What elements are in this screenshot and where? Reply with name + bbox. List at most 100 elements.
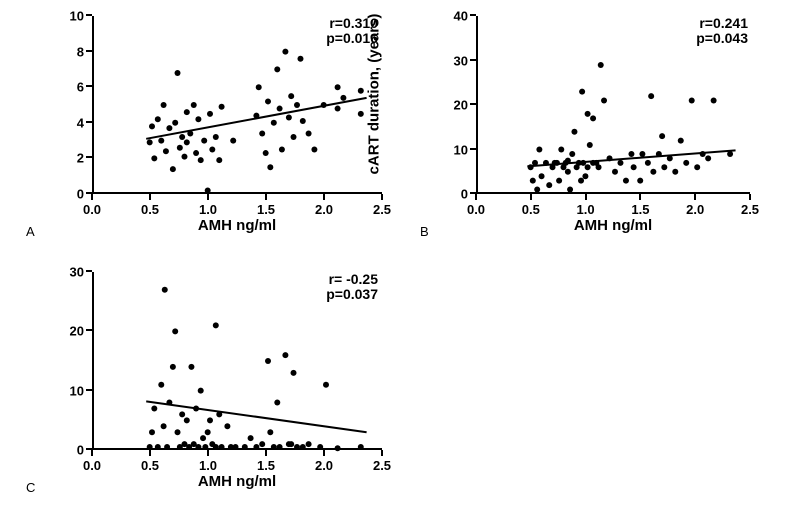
panel-b-p: p=0.043 [696, 31, 748, 46]
data-point [587, 142, 593, 148]
data-point [578, 178, 584, 184]
ytick [470, 59, 476, 61]
xtick [694, 194, 696, 200]
data-point [639, 151, 645, 157]
data-point [267, 164, 273, 170]
xtick-label: 0.0 [467, 202, 485, 217]
data-point [678, 138, 684, 144]
data-point [579, 89, 585, 95]
xtick-label: 2.0 [315, 202, 333, 217]
data-point [288, 93, 294, 99]
data-point [184, 417, 190, 423]
data-point [191, 102, 197, 108]
ytick [470, 103, 476, 105]
data-point [193, 150, 199, 156]
panel-a: A AMH ng/ml TNF-α, pg/mL r=0.310 p=0.016… [26, 6, 406, 256]
data-point [558, 147, 564, 153]
data-point [565, 158, 571, 164]
data-point [358, 444, 364, 450]
ytick-label: 30 [62, 265, 84, 280]
xtick [585, 194, 587, 200]
data-point [181, 154, 187, 160]
data-point [323, 382, 329, 388]
xtick [323, 194, 325, 200]
data-point [230, 138, 236, 144]
data-point [297, 56, 303, 62]
data-point [201, 138, 207, 144]
data-point [188, 364, 194, 370]
data-point [672, 169, 678, 175]
data-point [571, 129, 577, 135]
data-point [195, 116, 201, 122]
data-point [683, 160, 689, 166]
data-point [580, 160, 586, 166]
ytick [86, 14, 92, 16]
data-point [256, 84, 262, 90]
data-point [612, 169, 618, 175]
data-point [645, 160, 651, 166]
data-point [291, 134, 297, 140]
data-point [263, 150, 269, 156]
data-point [164, 444, 170, 450]
data-point [700, 151, 706, 157]
data-point [311, 147, 317, 153]
xtick-label: 0.5 [141, 202, 159, 217]
data-point [175, 429, 181, 435]
panel-c-label: C [26, 480, 35, 495]
xtick [530, 194, 532, 200]
ytick-label: 0 [454, 187, 468, 202]
xtick-label: 2.0 [686, 202, 704, 217]
data-point [216, 411, 222, 417]
data-point [175, 70, 181, 76]
ytick-label: 8 [68, 44, 84, 59]
data-point [617, 160, 623, 166]
data-point [554, 160, 560, 166]
panel-a-xlabel: AMH ng/ml [198, 217, 276, 234]
data-point [532, 160, 538, 166]
panel-b-label: B [420, 224, 429, 239]
data-point [242, 444, 248, 450]
ytick [470, 14, 476, 16]
xtick-label: 1.0 [199, 202, 217, 217]
data-point [590, 115, 596, 121]
xtick [207, 194, 209, 200]
data-point [601, 98, 607, 104]
data-point [556, 178, 562, 184]
xtick [91, 450, 93, 456]
xtick [749, 194, 751, 200]
data-point [274, 66, 280, 72]
data-point [259, 441, 265, 447]
data-point [282, 49, 288, 55]
ytick [86, 121, 92, 123]
data-point [585, 164, 591, 170]
xtick [91, 194, 93, 200]
panel-c-p: p=0.037 [326, 287, 378, 302]
data-point [233, 444, 239, 450]
data-point [607, 155, 613, 161]
ytick [470, 148, 476, 150]
data-point [565, 169, 571, 175]
data-point [543, 160, 549, 166]
data-point [219, 104, 225, 110]
data-point [711, 98, 717, 104]
data-point [306, 130, 312, 136]
data-point [271, 120, 277, 126]
xtick-label: 1.5 [631, 202, 649, 217]
data-point [149, 123, 155, 129]
data-point [213, 322, 219, 328]
data-point [162, 287, 168, 293]
ytick [86, 50, 92, 52]
data-point [207, 417, 213, 423]
data-point [205, 187, 211, 193]
xtick [381, 194, 383, 200]
ytick-label: 0 [70, 443, 84, 458]
data-point [155, 444, 161, 450]
data-point [198, 388, 204, 394]
xtick [265, 450, 267, 456]
data-point [294, 102, 300, 108]
data-point [151, 405, 157, 411]
data-point [213, 134, 219, 140]
data-point [166, 400, 172, 406]
xtick [149, 194, 151, 200]
data-point [267, 429, 273, 435]
